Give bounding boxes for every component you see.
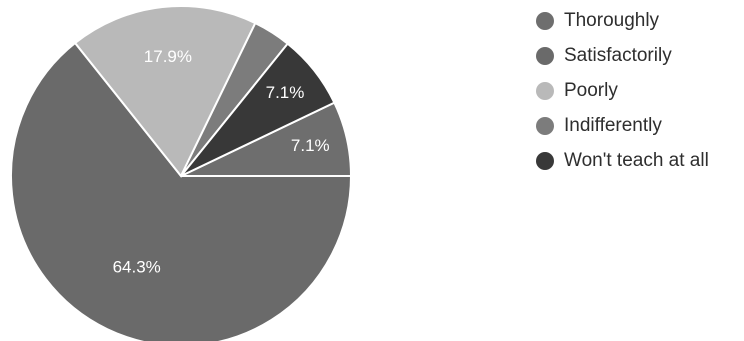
pie-slice-poorly: [73, 5, 257, 178]
legend-item-thoroughly: Thoroughly: [536, 7, 709, 34]
slice-data-label: 7.1%: [266, 83, 305, 102]
legend-swatch-icon: [536, 11, 554, 30]
legend-label: Satisfactorily: [564, 44, 672, 66]
legend-swatch-icon: [536, 151, 554, 170]
legend-item-poorly: Poorly: [536, 77, 709, 104]
legend-label: Indifferently: [564, 114, 662, 136]
slice-data-label: 7.1%: [291, 136, 330, 155]
legend-label: Poorly: [564, 79, 618, 101]
legend-item-wont-teach-at-all: Won't teach at all: [536, 147, 709, 174]
legend-item-satisfactorily: Satisfactorily: [536, 42, 709, 69]
legend-swatch-icon: [536, 81, 554, 100]
pie-slice-satisfactorily: [10, 41, 353, 341]
slice-data-label: 17.9%: [144, 47, 192, 66]
legend: Thoroughly Satisfactorily Poorly Indiffe…: [536, 7, 709, 182]
legend-swatch-icon: [536, 116, 554, 135]
legend-item-indifferently: Indifferently: [536, 112, 709, 139]
legend-label: Thoroughly: [564, 9, 660, 31]
slice-data-label: 64.3%: [113, 257, 161, 276]
pie-slice-won-t-teach-at-all: [180, 42, 336, 177]
legend-label: Won't teach at all: [564, 149, 709, 171]
legend-swatch-icon: [536, 46, 554, 65]
